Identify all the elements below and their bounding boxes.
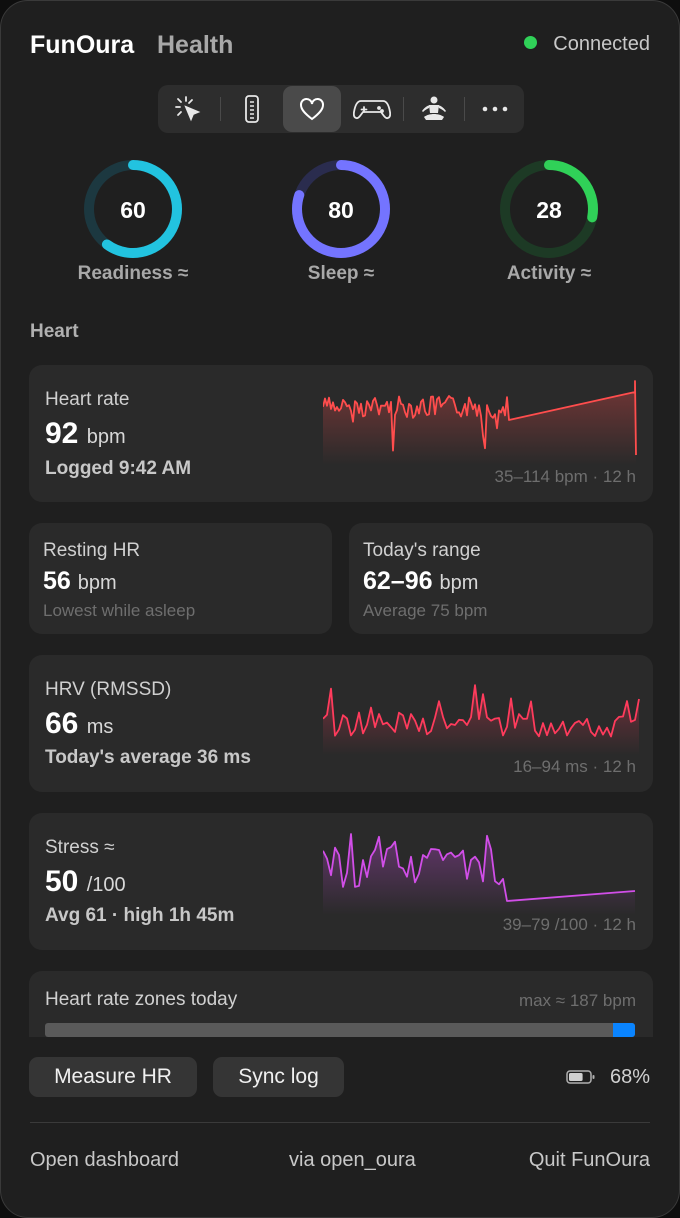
connection-status-text: Connected: [553, 33, 650, 55]
readiness-ring: [84, 160, 182, 258]
sparkline-line: [323, 684, 640, 738]
tab-separator: [403, 97, 404, 121]
battery-fill: [568, 1073, 583, 1081]
battery-status: 68%: [566, 1066, 650, 1089]
activity-score[interactable]: 28 Activity ≈: [484, 159, 614, 284]
activity-label: Activity ≈: [506, 263, 592, 284]
resting-hr-unit: bpm: [77, 572, 117, 594]
hr-zones-bar: [45, 1023, 635, 1037]
gamepad-icon: [353, 100, 391, 119]
hr-zones-current-marker: [613, 1023, 635, 1037]
battery-icon: [566, 1070, 595, 1084]
hr-zones-title: Heart rate zones today: [45, 989, 238, 1010]
meditation-icon: [422, 96, 446, 120]
tab-more[interactable]: [465, 85, 524, 133]
ring-progress-arc: [500, 160, 598, 258]
zones-clip: Heart rate zones today max ≈ 187 bpm: [29, 971, 653, 1037]
sleep-label: Sleep ≈: [307, 263, 375, 284]
hrv-value: 66 ms: [45, 707, 113, 741]
sparkline-line: [323, 833, 636, 902]
heart-rate-value: 92 bpm: [45, 417, 126, 451]
resting-hr-note: Lowest while asleep: [43, 601, 196, 620]
heart-rate-number: 92: [45, 417, 79, 450]
heart-icon: [300, 98, 324, 121]
tab-cursor[interactable]: [158, 85, 218, 133]
stress-number: 50: [45, 865, 79, 898]
stress-title: Stress ≈: [45, 837, 115, 858]
resting-hr-card[interactable]: Resting HR 56 bpm Lowest while asleep: [29, 523, 332, 634]
readiness-score[interactable]: 60 Readiness ≈: [68, 159, 198, 284]
status-dot-icon: [524, 36, 538, 49]
hrv-average: Today's average 36 ms: [45, 747, 251, 768]
todays-range-unit: bpm: [439, 572, 479, 594]
todays-range-number: 62–96: [363, 567, 433, 595]
heart-rate-unit: bpm: [86, 426, 126, 448]
ring-progress-arc: [84, 160, 182, 258]
sleep-value: 80: [328, 197, 354, 223]
todays-range-value: 62–96 bpm: [363, 567, 478, 596]
sparkline-area: [323, 381, 636, 465]
heart-section-title: Heart: [30, 321, 79, 342]
sleep-ring: [292, 160, 390, 258]
heart-rate-range-caption: 35–114 bpm · 12 h: [494, 467, 636, 486]
resting-hr-number: 56: [43, 567, 71, 595]
sleep-score[interactable]: 80 Sleep ≈: [276, 159, 406, 284]
ellipsis-icon: [482, 106, 507, 112]
hrv-card[interactable]: HRV (RMSSD) 66 ms Today's average 36 ms …: [29, 655, 653, 792]
app-name: FunOura: [30, 31, 135, 59]
readiness-label: Readiness ≈: [77, 263, 189, 284]
hrv-title: HRV (RMSSD): [45, 679, 172, 700]
resting-hr-value: 56 bpm: [43, 567, 117, 596]
via-open-oura-label: via open_oura: [289, 1149, 416, 1171]
remote-icon: [245, 95, 259, 123]
resting-hr-title: Resting HR: [43, 540, 141, 561]
score-rings: 60 Readiness ≈ 80 Sleep ≈ 28 Activity ≈: [1, 159, 679, 289]
heart-rate-sparkline: [323, 380, 637, 465]
tab-game[interactable]: [342, 85, 402, 133]
stress-summary: Avg 61 · high 1h 45m: [45, 905, 235, 926]
tab-health[interactable]: [283, 86, 341, 132]
sync-log-button[interactable]: Sync log: [213, 1057, 344, 1097]
hrv-sparkline: [323, 684, 640, 755]
open-dashboard-link[interactable]: Open dashboard: [30, 1149, 180, 1171]
connection-status: Connected: [524, 33, 650, 56]
tab-remote[interactable]: [222, 85, 282, 133]
activity-ring: [500, 160, 598, 258]
todays-range-average: Average 75 bpm: [363, 601, 488, 620]
hrv-number: 66: [45, 707, 79, 740]
stress-value: 50 /100: [45, 865, 126, 899]
tab-separator: [464, 97, 465, 121]
quit-button[interactable]: Quit FunOura: [528, 1149, 650, 1171]
tab-bar: [158, 85, 524, 133]
stress-unit: /100: [86, 874, 126, 896]
hr-zones-card[interactable]: Heart rate zones today max ≈ 187 bpm: [29, 971, 653, 1037]
readiness-value: 60: [120, 197, 146, 223]
ring-progress-arc: [292, 160, 390, 258]
activity-value: 28: [536, 197, 562, 223]
heart-rate-title: Heart rate: [45, 389, 130, 410]
hrv-range-caption: 16–94 ms · 12 h: [513, 757, 636, 776]
measure-hr-button[interactable]: Measure HR: [29, 1057, 197, 1097]
hr-zones-max: max ≈ 187 bpm: [518, 991, 636, 1010]
tab-separator: [220, 97, 221, 121]
sparkline-area: [323, 685, 639, 755]
heart-rate-card[interactable]: Heart rate 92 bpm Logged 9:42 AM 35–114 …: [29, 365, 653, 502]
battery-percent: 68%: [609, 1066, 650, 1088]
section-title: Health: [157, 31, 234, 59]
heart-rate-logged: Logged 9:42 AM: [45, 458, 192, 479]
todays-range-card[interactable]: Today's range 62–96 bpm Average 75 bpm: [349, 523, 653, 634]
sparkline-line: [323, 380, 637, 456]
stress-card[interactable]: Stress ≈ 50 /100 Avg 61 · high 1h 45m 39…: [29, 813, 653, 950]
stress-range-caption: 39–79 /100 · 12 h: [502, 915, 636, 934]
header: FunOura Health Connected: [30, 31, 650, 61]
tab-meditation[interactable]: [404, 85, 464, 133]
todays-range-title: Today's range: [363, 540, 481, 561]
hrv-unit: ms: [86, 716, 114, 738]
cursor-click-icon: [175, 96, 201, 122]
stress-sparkline: [323, 833, 636, 915]
sparkline-area: [323, 834, 635, 915]
footer-divider: [30, 1122, 650, 1123]
